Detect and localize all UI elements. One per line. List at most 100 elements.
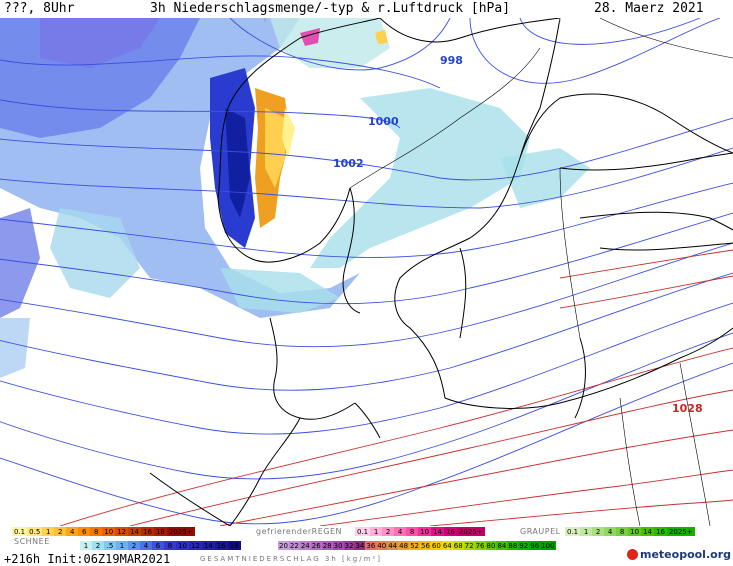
freezing-rain-swatch: 4 — [394, 527, 407, 536]
legend: 0.1 0.5 1 2 4 6 8 10 12 14 16 18 2025+ gefrierenderR… — [0, 526, 733, 566]
weather-map: 998 1000 1002 1028 — [0, 18, 733, 526]
graupel-swatch: 8 — [616, 527, 629, 536]
total-precip-swatch: 24 — [299, 541, 311, 550]
snow-swatch: 1 — [80, 541, 92, 550]
snow-swatch: 14 — [201, 541, 215, 550]
total-precip-swatch: 22 — [288, 541, 300, 550]
total-precip-swatch: 60 — [430, 541, 442, 550]
snow-swatch: 4 — [140, 541, 152, 550]
rain-swatch: 18 — [153, 527, 167, 536]
graupel-swatch: 2025+ — [666, 527, 695, 536]
snow-label: SCHNEE — [14, 537, 50, 546]
snow-swatch: 1 — [116, 541, 128, 550]
freezing-rain-label: gefrierenderREGEN — [256, 527, 342, 536]
total-precip-swatch: 20 — [278, 541, 289, 550]
graupel-label: GRAUPEL — [520, 527, 561, 536]
isobar-label-1002: 1002 — [333, 157, 364, 170]
isobars-high — [59, 249, 733, 526]
snow-swatch: .5 — [104, 541, 116, 550]
total-precip-swatch: 32 — [343, 541, 355, 550]
coastlines — [149, 18, 733, 526]
total-precip-swatch: 68 — [452, 541, 464, 550]
total-precip-label: GESAMTNIEDERSCHLAG 3h [kg/m²] — [200, 555, 382, 563]
snow-swatch: 8 — [164, 541, 176, 550]
total-precip-swatch: 96 — [529, 541, 541, 550]
rain-swatch: 2025+ — [166, 527, 195, 536]
valid-time: ???, 8Uhr — [4, 1, 75, 16]
total-precip-swatch: 36 — [365, 541, 377, 550]
total-precip-swatch: 88 — [507, 541, 519, 550]
rain-field — [255, 28, 388, 228]
total-precip-swatch: 92 — [518, 541, 530, 550]
logo-icon — [627, 549, 638, 560]
light-precip-field — [220, 18, 590, 313]
snow-swatch: 18 — [227, 541, 241, 550]
isobar-label-1000: 1000 — [368, 115, 399, 128]
meteopool-logo: meteopool.org — [627, 548, 731, 561]
freezing-rain-swatch: 0.1 — [355, 527, 371, 536]
total-precip-swatch: 34 — [354, 541, 366, 550]
rain-scale: 0.1 0.5 1 2 4 6 8 10 12 14 16 18 2025+ — [12, 527, 195, 536]
total-precip-swatch: 80 — [485, 541, 497, 550]
total-precip-swatch: 44 — [387, 541, 399, 550]
freezing-rain-swatch: 16 — [443, 527, 457, 536]
snow-field — [0, 18, 360, 378]
snow-swatch: 6 — [152, 541, 164, 550]
isobar-labels: 998 1000 1002 1028 — [333, 54, 703, 415]
map-canvas: 998 1000 1002 1028 — [0, 18, 733, 526]
freezing-rain-swatch: 8 — [406, 527, 419, 536]
rain-swatch: 4 — [66, 527, 79, 536]
isobar-label-1028: 1028 — [672, 402, 703, 415]
freezing-rain-scale: 0.1 1 2 4 8 10 14 16 2025+ — [355, 527, 485, 536]
total-precip-swatch: 72 — [463, 541, 475, 550]
rain-swatch: 12 — [115, 527, 129, 536]
freezing-rain-swatch: 1 — [370, 527, 383, 536]
graupel-scale: 0.1 1 2 4 8 10 14 16 2025+ — [565, 527, 695, 536]
freezing-rain-swatch: 14 — [431, 527, 444, 536]
map-header: ???, 8Uhr 3h Niederschlagsmenge/-typ & r… — [0, 0, 733, 18]
total-precip-swatch: 76 — [474, 541, 486, 550]
rain-swatch: 14 — [128, 527, 142, 536]
rain-swatch: 6 — [78, 527, 91, 536]
total-precip-swatch: 64 — [441, 541, 453, 550]
graupel-swatch: 4 — [604, 527, 617, 536]
snow-swatch: 2 — [92, 541, 104, 550]
graupel-swatch: 0.1 — [565, 527, 581, 536]
freezing-rain-swatch: 2025+ — [456, 527, 485, 536]
graupel-swatch: 14 — [641, 527, 654, 536]
total-precip-swatch: 84 — [496, 541, 508, 550]
total-precip-swatch: 48 — [398, 541, 410, 550]
total-precip-swatch: 52 — [409, 541, 420, 550]
total-precip-swatch: 56 — [419, 541, 431, 550]
valid-date: 28. Maerz 2021 — [594, 1, 704, 16]
rain-swatch: 2 — [54, 527, 67, 536]
total-precip-swatch: 100 — [540, 541, 556, 550]
graupel-swatch: 2 — [592, 527, 605, 536]
rain-swatch: 0.5 — [27, 527, 43, 536]
freezing-rain-swatch: 10 — [418, 527, 432, 536]
rain-swatch: 1 — [42, 527, 55, 536]
total-precip-swatch: 26 — [310, 541, 322, 550]
total-precip-swatch: 40 — [376, 541, 388, 550]
rain-swatch: 8 — [90, 527, 103, 536]
graupel-swatch: 1 — [580, 527, 593, 536]
total-precip-scale: 20 22 24 26 28 30 32 34 36 40 44 48 52 56 60 64 68 72 76 80… — [278, 541, 556, 550]
snow-swatch: 16 — [214, 541, 228, 550]
isobar-label-998: 998 — [440, 54, 463, 67]
graupel-swatch: 16 — [653, 527, 667, 536]
rain-swatch: 16 — [141, 527, 154, 536]
freezing-rain-swatch: 2 — [382, 527, 395, 536]
map-title: 3h Niederschlagsmenge/-typ & r.Luftdruck… — [150, 1, 511, 16]
borders — [349, 18, 733, 526]
total-precip-swatch: 28 — [321, 541, 333, 550]
model-run: +216h Init:06Z19MAR2021 — [4, 552, 171, 566]
total-precip-swatch: 30 — [332, 541, 344, 550]
graupel-swatch: 10 — [628, 527, 642, 536]
snow-swatch: 10 — [176, 541, 189, 550]
snow-swatch: 2 — [128, 541, 140, 550]
rain-swatch: 0.1 — [12, 527, 28, 536]
snow-scale: 1 2.5 1 2 4 6 8 10 12 14 16 18 — [80, 541, 241, 550]
rain-swatch: 10 — [102, 527, 116, 536]
snow-swatch: 12 — [188, 541, 202, 550]
meridian-ticks — [264, 18, 561, 22]
